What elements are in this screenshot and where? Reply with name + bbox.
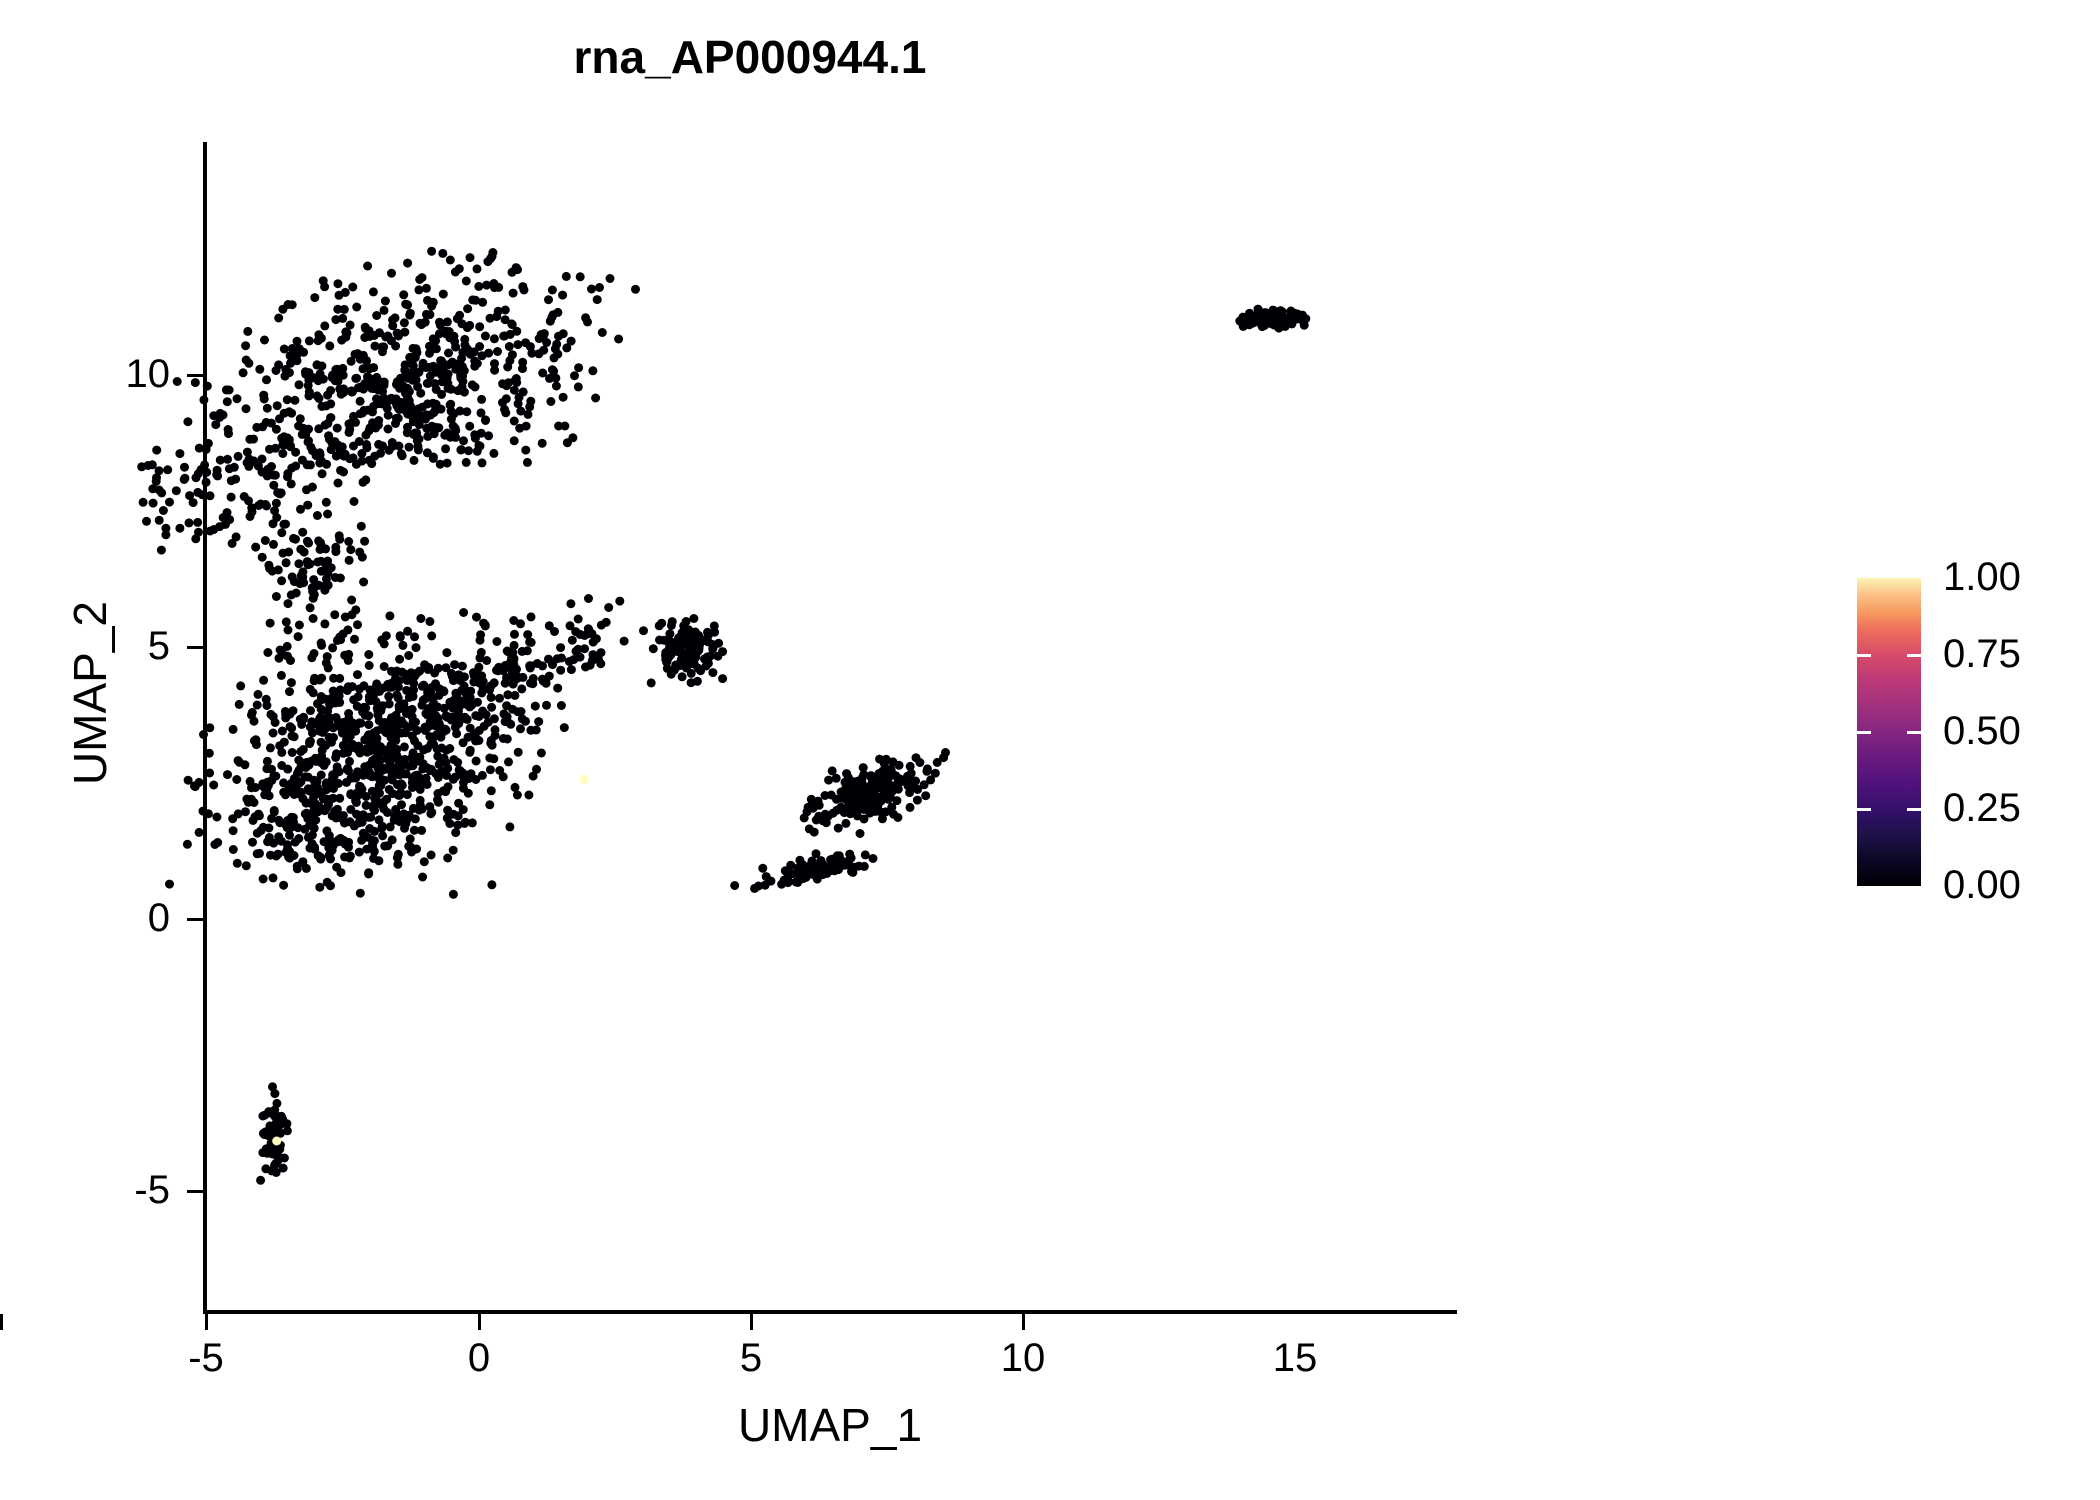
scatter-point [182, 839, 192, 849]
scatter-point [172, 377, 182, 386]
scatter-point [148, 484, 158, 494]
scatter-point [148, 498, 158, 508]
scatter-point [147, 460, 157, 470]
x-axis-label: UMAP_1 [737, 1399, 923, 1451]
scatter-point [165, 879, 174, 889]
scatter-point [152, 445, 162, 455]
scatter-point [180, 473, 190, 483]
scatter-point [189, 781, 199, 791]
y-tick-mark [187, 1190, 203, 1193]
scatter-point [194, 527, 203, 537]
y-tick-label: 5 [147, 624, 170, 668]
x-tick-mark [0, 1314, 3, 1330]
x-tick-label: 5 [739, 1336, 763, 1380]
scatter-point [138, 497, 148, 507]
colorbar-tick [1857, 808, 1871, 811]
x-tick-mark [750, 1314, 753, 1330]
colorbar-tick-label: 1.00 [1943, 555, 2021, 599]
colorbar-tick [1907, 731, 1921, 734]
x-tick-label: -5 [188, 1336, 224, 1380]
scatter-point [143, 461, 153, 470]
scatter-point [179, 475, 189, 484]
scatter-point [190, 782, 200, 792]
scatter-point [154, 485, 164, 495]
scatter-point [161, 530, 171, 540]
colorbar-tick-label: 0.75 [1943, 632, 2021, 676]
scatter-point [175, 523, 185, 533]
x-tick-mark [205, 1314, 208, 1330]
scatter-point [191, 534, 201, 544]
scatter-point [183, 417, 193, 427]
scatter-point [163, 465, 173, 475]
colorbar-tick-label: 0.00 [1943, 863, 2021, 907]
scatter-point [157, 488, 167, 498]
colorbar-tick [1907, 654, 1921, 657]
scatter-point [191, 473, 201, 483]
scatter-point [161, 523, 171, 533]
scatter-point [156, 545, 166, 555]
scatter-point [193, 469, 203, 479]
scatter-point [183, 775, 193, 785]
scatter-point [193, 517, 203, 527]
y-axis-label: UMAP_2 [64, 600, 116, 786]
colorbar-tick [1857, 731, 1871, 734]
scatter-point [154, 466, 164, 476]
scatter-point [175, 449, 185, 459]
y-tick-label: 0 [147, 896, 170, 940]
x-tick-label: 10 [1000, 1336, 1046, 1380]
colorbar-tick [1907, 808, 1921, 811]
y-tick-label: -5 [134, 1168, 170, 1212]
y-tick-mark [187, 374, 203, 377]
scatter-point [165, 497, 174, 507]
x-tick-mark [478, 1314, 481, 1330]
scatter-point [158, 506, 168, 515]
scatter-point [193, 487, 203, 497]
colorbar-tick-label: 0.25 [1943, 786, 2021, 830]
scatter-point [171, 486, 181, 496]
y-axis-line [203, 142, 207, 1314]
y-tick-mark [187, 918, 203, 921]
page-title: rna_AP000944.1 [573, 31, 927, 83]
colorbar-legend: 1.00 0.75 0.50 0.25 0.00 [1857, 555, 2021, 907]
scatter-point [190, 378, 200, 388]
y-tick-mark [187, 646, 203, 649]
scatter-point [184, 518, 194, 528]
scatter-point [185, 491, 195, 501]
colorbar-tick [1857, 654, 1871, 657]
scatter-point [180, 462, 189, 472]
colorbar-tick-label: 0.50 [1943, 709, 2021, 753]
y-tick-label: 10 [125, 352, 171, 396]
scatter-point [188, 498, 198, 508]
x-axis-line [203, 1310, 1457, 1314]
x-tick-label: 15 [1272, 1336, 1318, 1380]
x-tick-mark [1022, 1314, 1025, 1330]
scatter-point [151, 476, 161, 486]
scatter-point [137, 462, 147, 472]
scatter-point [152, 473, 161, 483]
scatter-point [154, 515, 164, 525]
x-tick-label: 0 [467, 1336, 491, 1380]
plot-panel [205, 142, 1455, 1310]
scatter-point [142, 516, 151, 526]
